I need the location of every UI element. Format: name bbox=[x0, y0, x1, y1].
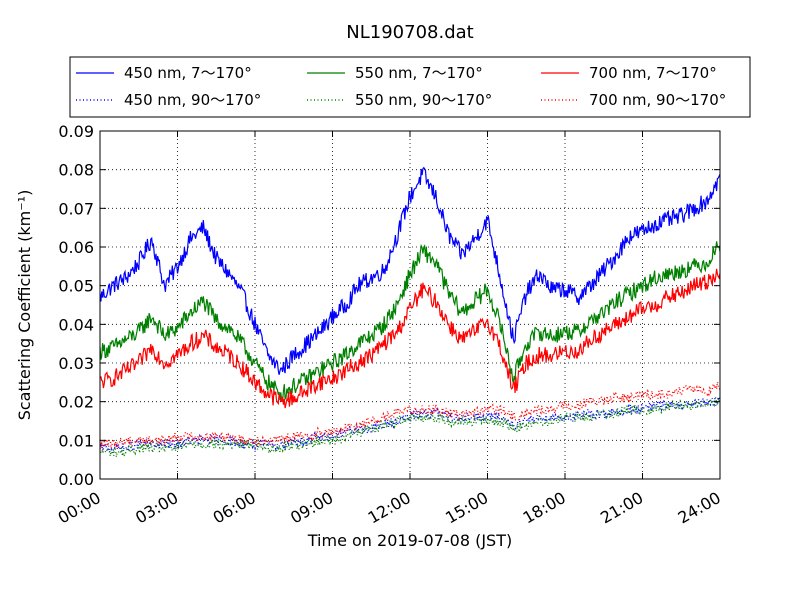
chart-title: NL190708.dat bbox=[346, 22, 473, 43]
y-tick-label: 0.08 bbox=[58, 161, 94, 180]
legend-frame bbox=[69, 56, 751, 118]
series-line-0 bbox=[99, 166, 721, 375]
y-tick-label: 0.00 bbox=[58, 470, 94, 489]
legend-entry-label: 550 nm, 90～170° bbox=[355, 91, 492, 109]
series-lines bbox=[99, 166, 721, 458]
x-axis-label: Time on 2019-07-08 (JST) bbox=[307, 531, 512, 550]
y-tick-label: 0.05 bbox=[58, 277, 94, 296]
series-line-3 bbox=[99, 394, 721, 454]
series-line-5 bbox=[99, 381, 721, 450]
y-tick-label: 0.02 bbox=[58, 393, 94, 412]
y-axis-label: Scattering Coefficient (km⁻¹) bbox=[15, 190, 34, 421]
y-tick-label: 0.03 bbox=[58, 354, 94, 373]
series-line-2 bbox=[99, 268, 721, 409]
y-tick-label: 0.01 bbox=[58, 431, 94, 450]
series-line-1 bbox=[99, 241, 721, 402]
legend-entry-label: 700 nm, 90～170° bbox=[589, 91, 726, 109]
y-tick-label: 0.06 bbox=[58, 238, 94, 257]
legend-entry-label: 550 nm, 7～170° bbox=[355, 64, 483, 82]
y-tick-label: 0.09 bbox=[58, 122, 94, 141]
y-tick-label: 0.04 bbox=[58, 315, 94, 334]
legend: 450 nm, 7～170° 550 nm, 7～170° 700 nm, 7～17… bbox=[69, 56, 751, 118]
legend-entry-label: 450 nm, 7～170° bbox=[124, 64, 252, 82]
legend-entry-label: 700 nm, 7～170° bbox=[589, 64, 717, 82]
series-line-4 bbox=[99, 397, 721, 458]
legend-entry-label: 450 nm, 90～170° bbox=[124, 91, 261, 109]
y-tick-label: 0.07 bbox=[58, 199, 94, 218]
